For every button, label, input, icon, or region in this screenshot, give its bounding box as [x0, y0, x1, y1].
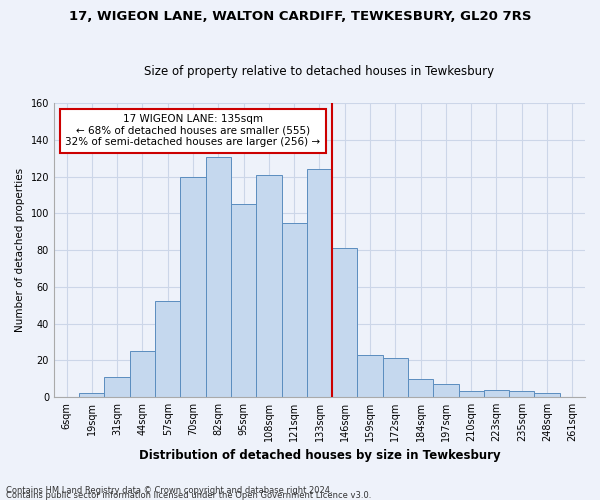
Bar — [458, 392, 484, 397]
Bar — [104, 376, 130, 397]
Text: Contains HM Land Registry data © Crown copyright and database right 2024.: Contains HM Land Registry data © Crown c… — [6, 486, 332, 495]
Bar — [408, 378, 433, 397]
Bar — [509, 392, 535, 397]
Bar — [231, 204, 256, 397]
Bar — [383, 358, 408, 397]
Bar — [256, 175, 281, 397]
Bar — [307, 170, 332, 397]
Bar — [433, 384, 458, 397]
X-axis label: Distribution of detached houses by size in Tewkesbury: Distribution of detached houses by size … — [139, 450, 500, 462]
Bar — [79, 394, 104, 397]
Y-axis label: Number of detached properties: Number of detached properties — [15, 168, 25, 332]
Bar — [206, 156, 231, 397]
Bar — [332, 248, 358, 397]
Bar — [181, 176, 206, 397]
Bar — [130, 351, 155, 397]
Bar — [358, 354, 383, 397]
Title: Size of property relative to detached houses in Tewkesbury: Size of property relative to detached ho… — [145, 66, 494, 78]
Text: Contains public sector information licensed under the Open Government Licence v3: Contains public sector information licen… — [6, 491, 371, 500]
Bar — [281, 222, 307, 397]
Text: 17 WIGEON LANE: 135sqm
← 68% of detached houses are smaller (555)
32% of semi-de: 17 WIGEON LANE: 135sqm ← 68% of detached… — [65, 114, 320, 148]
Bar — [535, 394, 560, 397]
Text: 17, WIGEON LANE, WALTON CARDIFF, TEWKESBURY, GL20 7RS: 17, WIGEON LANE, WALTON CARDIFF, TEWKESB… — [69, 10, 531, 23]
Bar — [155, 302, 181, 397]
Bar — [484, 390, 509, 397]
